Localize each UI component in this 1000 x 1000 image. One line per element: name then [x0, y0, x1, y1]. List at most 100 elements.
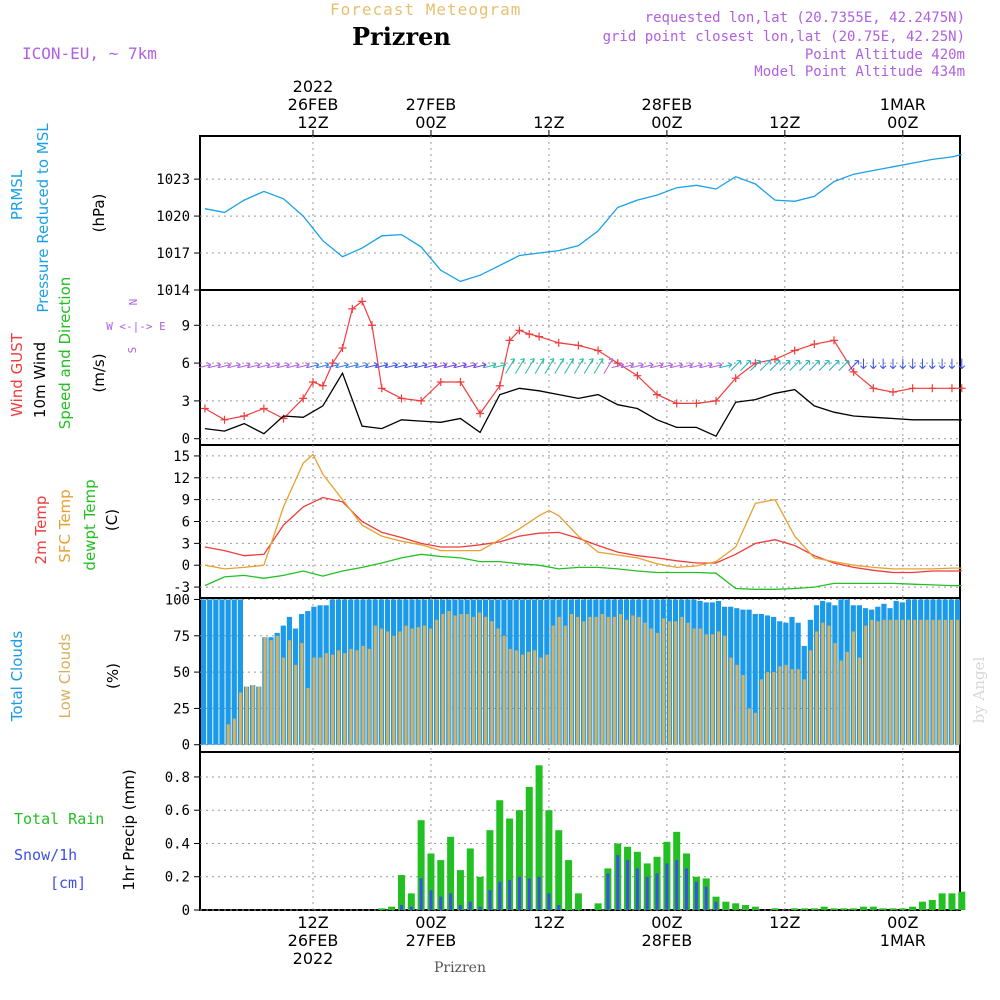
- grid-point-coords: grid point closest lon,lat (20.75E, 42.2…: [602, 29, 965, 45]
- gust-point: [456, 377, 465, 386]
- wind-direction-arrow: [719, 362, 733, 369]
- wind-direction-arrow: [415, 362, 428, 369]
- gust-point: [417, 396, 426, 405]
- rain-bar: [742, 905, 750, 910]
- wind-direction-arrow: [730, 360, 742, 371]
- low-cloud-bar: [710, 634, 714, 745]
- gust-point: [377, 384, 386, 393]
- low-cloud-bar: [263, 637, 267, 745]
- wind-direction-arrow: [593, 358, 604, 374]
- gust-point: [731, 374, 740, 383]
- total-cloud-bar: [237, 599, 243, 745]
- wind-direction-arrow: [464, 362, 477, 369]
- low-cloud-bar: [680, 616, 684, 745]
- wind-direction-arrow: [534, 358, 545, 374]
- wind-direction-arrow: [444, 362, 457, 369]
- gust-point: [653, 390, 662, 399]
- panel-frame: [199, 289, 961, 446]
- gust-point: [515, 326, 524, 335]
- total-clouds-label: Total Clouds: [8, 631, 26, 723]
- snow-bar: [655, 873, 659, 910]
- pressure-line: [204, 153, 962, 283]
- low-cloud-bar: [288, 640, 292, 745]
- rain-bar: [722, 901, 730, 910]
- gust-point: [829, 336, 838, 345]
- low-cloud-bar: [686, 622, 690, 745]
- low-cloud-bar: [367, 648, 371, 745]
- wind-direction-arrow: [356, 362, 369, 369]
- y-tick-label: 1020: [156, 209, 190, 225]
- wind-direction-arrow: [680, 362, 693, 369]
- wind-10m-label: 10m Wind: [31, 342, 49, 418]
- snow-bar: [449, 893, 453, 910]
- meteogram-title: Forecast Meteogram: [330, 0, 522, 19]
- gust-point: [397, 394, 406, 403]
- y-tick-label: 0.6: [165, 803, 190, 819]
- rain-bar: [771, 908, 779, 910]
- low-cloud-bar: [913, 619, 917, 745]
- snow-bar: [606, 873, 610, 910]
- low-cloud-bar: [937, 619, 941, 745]
- rain-bar: [869, 906, 877, 910]
- requested-coords: requested lon,lat (20.7355E, 42.2475N): [644, 10, 965, 26]
- gust-point: [476, 409, 485, 418]
- low-cloud-bar: [827, 625, 831, 745]
- top-time-label: 1MAR: [880, 95, 926, 114]
- low-cloud-bar: [429, 628, 433, 745]
- gust-point: [947, 384, 956, 393]
- wind-direction-arrow: [405, 362, 418, 369]
- wind-direction-arrow: [838, 360, 850, 371]
- low-cloud-bar: [294, 664, 298, 745]
- low-cloud-bar: [330, 654, 334, 745]
- low-cloud-bar: [931, 619, 935, 745]
- low-cloud-bar: [907, 619, 911, 745]
- rain-bar: [565, 860, 573, 910]
- low-cloud-bar: [502, 635, 506, 745]
- gust-point: [771, 355, 780, 364]
- wind-direction-arrow: [789, 360, 801, 371]
- rain-bar: [397, 875, 405, 910]
- low-cloud-bar: [275, 635, 279, 745]
- gust-point: [220, 415, 229, 424]
- compass-north: N: [127, 299, 140, 306]
- low-cloud-bar: [747, 708, 751, 745]
- gust-point: [525, 330, 534, 339]
- low-cloud-bar: [539, 657, 543, 745]
- precip-unit-label: 1hr Precip (mm): [120, 769, 138, 890]
- rain-bar: [928, 900, 936, 910]
- gust-point: [367, 321, 376, 330]
- low-cloud-bar: [858, 657, 862, 745]
- snow-bar: [626, 860, 630, 910]
- y-tick-label: 1014: [156, 283, 190, 299]
- rain-bar: [496, 800, 504, 910]
- snow-bar: [399, 905, 403, 910]
- snow-bar: [419, 878, 423, 910]
- compass-south: S: [126, 347, 139, 354]
- rain-bar: [948, 893, 956, 910]
- low-cloud-bar: [410, 628, 414, 745]
- low-cloud-bar: [925, 619, 929, 745]
- wind-direction-arrow: [267, 362, 281, 369]
- wind-direction-arrow: [660, 362, 674, 369]
- total-cloud-bar: [305, 611, 311, 745]
- wind-direction-arrow: [818, 360, 830, 371]
- y-tick-label: 0.4: [165, 836, 190, 852]
- rain-bar: [407, 893, 415, 910]
- wind-direction-arrow: [621, 362, 634, 369]
- panel-frame: [199, 751, 961, 911]
- total-cloud-bar: [219, 599, 225, 745]
- low-cloud-bar: [802, 679, 806, 745]
- gust-point: [672, 399, 681, 408]
- low-cloud-bar: [422, 625, 426, 745]
- point-altitude: Point Altitude 420m: [804, 47, 965, 63]
- low-cloud-bar: [404, 625, 408, 745]
- gust-point: [810, 340, 819, 349]
- sfc-temp-line: [204, 453, 962, 570]
- rain-bar: [751, 906, 759, 910]
- y-tick-label: 0: [182, 738, 190, 754]
- snow-bar: [409, 906, 413, 910]
- total-cloud-bar: [201, 599, 207, 745]
- snow-bar: [488, 890, 492, 910]
- gust-point: [790, 346, 799, 355]
